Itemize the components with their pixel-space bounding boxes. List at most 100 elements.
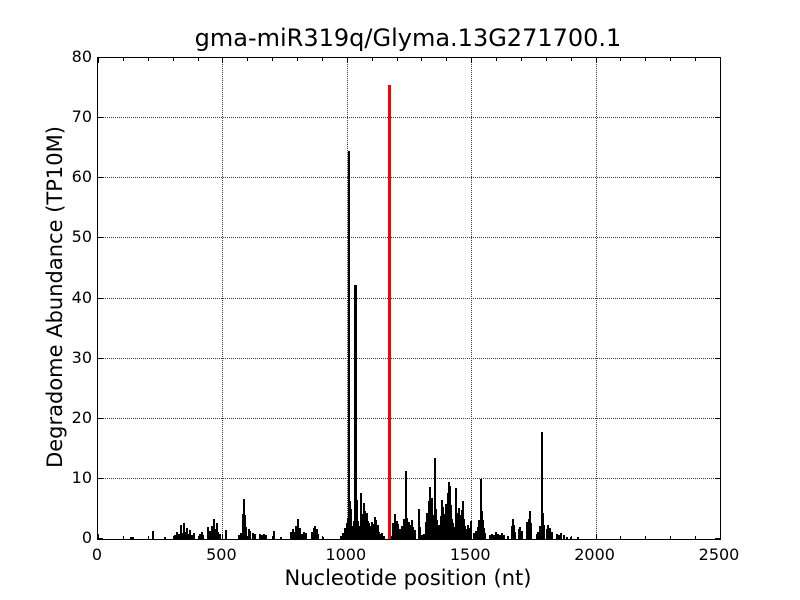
y-major-tick <box>715 177 720 179</box>
data-spike <box>183 523 186 539</box>
y-tick-label: 40 <box>71 287 92 307</box>
x-minor-tick <box>620 536 622 539</box>
data-spike <box>465 529 468 539</box>
data-spike <box>312 528 315 539</box>
y-major-tick <box>715 477 720 479</box>
data-spike <box>215 522 218 539</box>
data-spike <box>475 530 478 539</box>
data-spike <box>369 525 372 539</box>
data-spike <box>358 525 361 539</box>
x-major-tick <box>98 58 99 63</box>
y-major-tick <box>98 237 103 239</box>
x-minor-tick <box>297 536 299 539</box>
data-spike <box>565 536 568 539</box>
data-spike <box>397 523 400 539</box>
data-spike <box>556 533 559 539</box>
data-spike <box>260 535 263 539</box>
x-minor-tick <box>371 58 373 61</box>
data-spike <box>210 525 213 539</box>
data-spike <box>517 529 520 539</box>
y-tick-label: 0 <box>81 528 92 547</box>
x-tick-label: 0 <box>91 545 103 564</box>
x-minor-tick <box>297 58 299 61</box>
data-spike <box>548 528 551 539</box>
x-minor-tick <box>545 536 547 539</box>
data-spike <box>550 531 553 539</box>
x-minor-tick <box>247 536 249 539</box>
x-minor-tick <box>172 536 174 539</box>
data-spike <box>247 529 250 539</box>
x-minor-tick <box>695 58 697 61</box>
data-spike <box>491 533 494 539</box>
y-major-tick <box>98 57 103 58</box>
data-spike <box>379 533 382 539</box>
grid-line-horizontal <box>98 297 720 299</box>
data-spike <box>439 516 442 539</box>
data-spike <box>537 531 540 539</box>
data-spike <box>406 517 409 539</box>
x-minor-tick <box>670 58 672 61</box>
x-minor-tick <box>197 58 199 61</box>
data-spike <box>402 519 405 539</box>
data-spike <box>340 536 343 539</box>
data-spike <box>345 523 348 539</box>
data-spike <box>438 524 441 539</box>
data-spike <box>429 487 432 539</box>
x-minor-tick <box>272 58 274 61</box>
data-spike <box>201 534 204 539</box>
data-spike <box>408 521 410 539</box>
data-spike <box>252 533 254 539</box>
x-major-tick <box>222 534 224 539</box>
data-spike <box>519 526 522 539</box>
data-spike <box>395 520 398 539</box>
data-spike <box>184 532 187 539</box>
y-major-tick <box>98 297 103 299</box>
y-major-tick <box>715 357 720 359</box>
data-spike <box>433 457 436 539</box>
y-tick-label: 70 <box>71 107 92 127</box>
data-spike <box>468 528 471 539</box>
data-spike <box>249 531 252 539</box>
data-spike <box>451 518 454 539</box>
x-minor-tick <box>670 536 672 539</box>
x-minor-tick <box>446 58 448 61</box>
x-minor-tick <box>645 536 647 539</box>
data-spike <box>482 528 485 539</box>
data-spike <box>401 525 404 539</box>
data-spike <box>350 508 353 539</box>
x-minor-tick <box>147 58 149 61</box>
x-minor-tick <box>520 536 522 539</box>
data-spike <box>132 537 135 539</box>
x-minor-tick <box>396 536 398 539</box>
data-spike <box>253 534 256 539</box>
data-spike <box>547 524 550 539</box>
data-spike <box>410 520 413 539</box>
y-major-tick <box>715 538 720 539</box>
data-spike <box>186 528 189 539</box>
grid-line-horizontal <box>98 477 720 479</box>
y-axis-label: Degradome Abundance (TP10M) <box>43 126 67 468</box>
data-spike <box>217 531 220 539</box>
data-spike <box>342 533 345 539</box>
data-spike <box>368 523 371 539</box>
data-spike <box>463 525 466 539</box>
x-major-tick <box>595 534 597 539</box>
data-spike <box>200 532 203 539</box>
data-spike <box>473 533 476 539</box>
data-spike <box>535 534 538 539</box>
data-spike <box>436 519 439 539</box>
data-spike <box>576 536 579 539</box>
data-spike <box>293 532 296 539</box>
y-major-tick <box>98 357 103 359</box>
y-tick-label: 20 <box>71 407 92 427</box>
data-spike <box>199 534 201 539</box>
data-spike <box>322 536 325 539</box>
x-minor-tick <box>321 58 323 61</box>
data-spike <box>493 534 496 539</box>
data-spike <box>357 520 360 539</box>
x-minor-tick <box>321 536 323 539</box>
data-spike <box>347 151 351 539</box>
data-spike <box>245 526 248 539</box>
grid-line-vertical <box>471 58 473 539</box>
x-minor-tick <box>272 536 274 539</box>
